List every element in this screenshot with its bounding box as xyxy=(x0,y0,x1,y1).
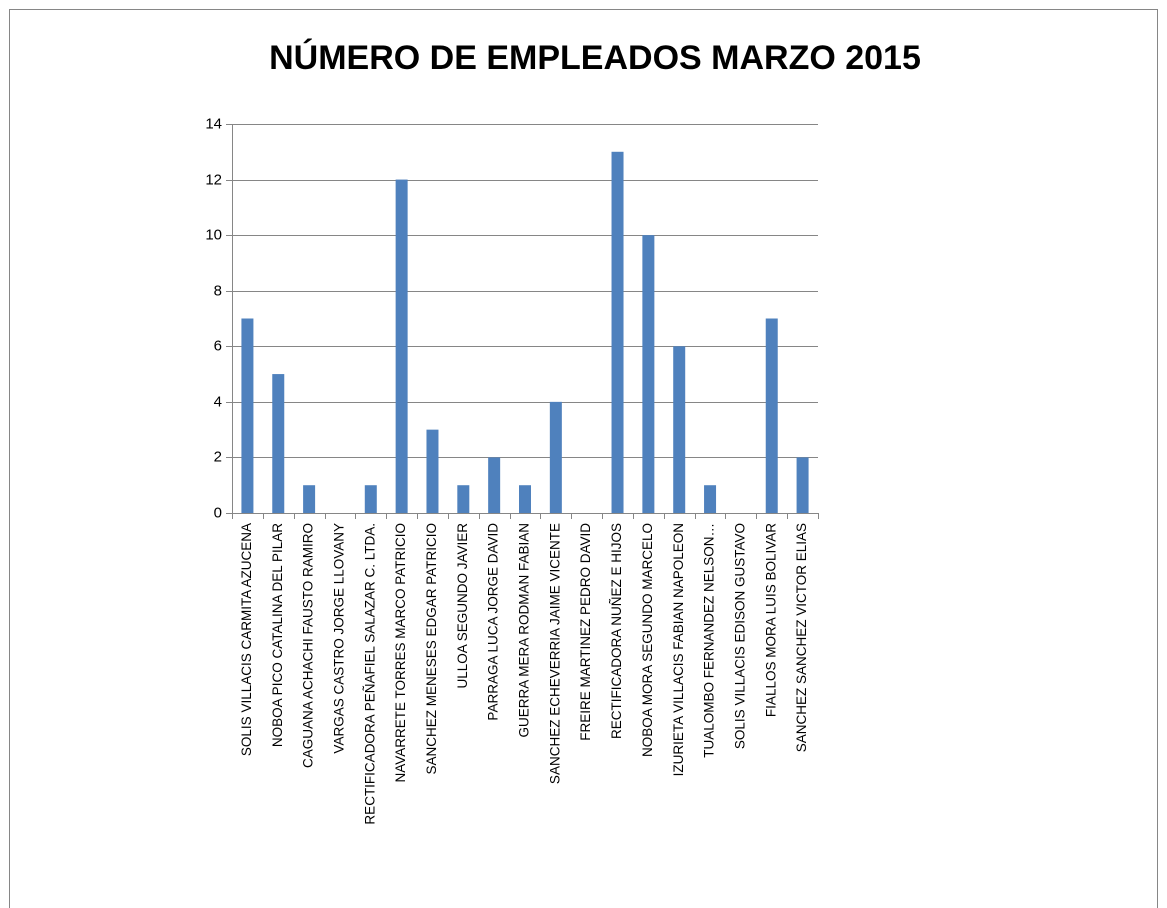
x-tick-label: NOBOA MORA SEGUNDO MARCELO xyxy=(640,523,655,757)
bar xyxy=(488,457,501,513)
y-tick-label: 12 xyxy=(205,171,222,188)
bar xyxy=(457,485,470,513)
y-tick-label: 4 xyxy=(214,393,222,410)
chart-frame xyxy=(9,9,1158,908)
x-tick-label: GUERRA MERA RODMAN FABIAN xyxy=(517,523,532,738)
bar xyxy=(272,374,285,513)
bar xyxy=(395,179,408,514)
bar xyxy=(241,318,254,513)
y-tick-label: 10 xyxy=(205,226,222,243)
y-tick-label: 8 xyxy=(214,282,222,299)
y-tick-label: 6 xyxy=(214,337,222,354)
x-tick-label: IZURIETA VILLACIS FABIAN NAPOLEON xyxy=(671,523,686,776)
x-tick-label: NOBOA PICO CATALINA DEL PILAR xyxy=(270,523,285,747)
x-tick-label: PARRAGA LUCA JORGE DAVID xyxy=(486,523,501,721)
bar xyxy=(519,485,531,513)
bar xyxy=(426,429,439,513)
bar xyxy=(642,235,655,513)
x-tick-label: SOLIS VILLACIS EDISON GUSTAVO xyxy=(732,523,747,749)
x-tick-label: SOLIS VILLACIS CARMITA AZUCENA xyxy=(239,523,254,756)
x-tick-label: VARGAS CASTRO JORGE LLOVANY xyxy=(332,523,347,754)
x-tick-label: NAVARRETE TORRES MARCO PATRICIO xyxy=(393,523,408,783)
x-tick-label: SANCHEZ MENESES EDGAR PATRICIO xyxy=(424,523,439,775)
y-tick-label: 14 xyxy=(205,115,222,132)
bar xyxy=(796,457,809,513)
chart-title: NÚMERO DE EMPLEADOS MARZO 2015 xyxy=(269,39,921,77)
x-tick-label: FIALLOS MORA LUIS BOLIVAR xyxy=(763,523,778,717)
x-tick-label: ULLOA SEGUNDO JAVIER xyxy=(455,523,470,689)
bar xyxy=(549,401,562,513)
bar xyxy=(673,346,686,513)
x-tick-label: SANCHEZ ECHEVERRIA JAIME VICENTE xyxy=(547,523,562,784)
bar xyxy=(704,485,717,513)
y-tick-label: 2 xyxy=(214,448,222,465)
x-tick-label: FREIRE MARTINEZ PEDRO DAVID xyxy=(578,523,593,741)
x-tick-label: SANCHEZ SANCHEZ VICTOR ELIAS xyxy=(794,523,809,752)
x-tick-label: RECTIFICADORA NUÑEZ E HIJOS xyxy=(609,523,624,739)
x-tick-label: RECTIFICADORA PEÑAFIEL SALAZAR C. LTDA. xyxy=(362,523,377,825)
y-tick-label: 0 xyxy=(214,504,222,521)
bar xyxy=(611,151,624,514)
bar xyxy=(364,485,377,513)
x-tick-label: CAGUANA ACHACHI FAUSTO RAMIRO xyxy=(301,523,316,768)
x-tick-label: TUALOMBO FERNANDEZ NELSON… xyxy=(702,523,717,758)
bar xyxy=(303,485,316,513)
bar xyxy=(765,318,778,513)
